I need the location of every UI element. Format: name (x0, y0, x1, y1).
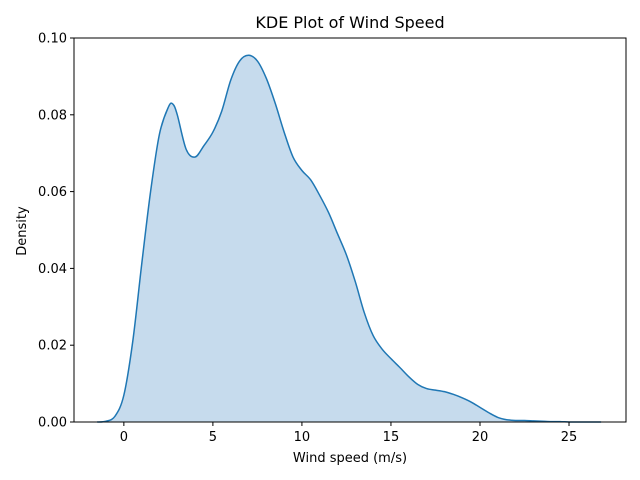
x-tick-label: 10 (294, 430, 311, 445)
y-tick-label: 0.02 (38, 339, 67, 354)
plot-area (97, 54, 602, 423)
x-tick-label: 15 (383, 430, 400, 445)
x-axis-label: Wind speed (m/s) (293, 451, 407, 466)
y-tick-label: 0.04 (38, 262, 67, 277)
y-tick-label: 0.06 (38, 185, 67, 200)
x-tick-label: 25 (561, 430, 578, 445)
x-axis: 0 5 10 15 20 25 (120, 422, 578, 445)
x-tick-label: 0 (120, 430, 128, 445)
kde-area-fill (97, 55, 602, 423)
y-tick-label: 0.00 (38, 416, 67, 431)
x-tick-label: 20 (472, 430, 489, 445)
x-tick-label: 5 (209, 430, 217, 445)
y-axis: 0.00 0.02 0.04 0.06 0.08 0.10 (38, 32, 74, 431)
plot-frame (73, 37, 627, 423)
y-tick-label: 0.10 (38, 32, 67, 47)
kde-line (97, 54, 602, 423)
y-tick-label: 0.08 (38, 108, 67, 123)
chart-title: KDE Plot of Wind Speed (255, 13, 444, 32)
y-axis-label: Density (15, 206, 30, 256)
